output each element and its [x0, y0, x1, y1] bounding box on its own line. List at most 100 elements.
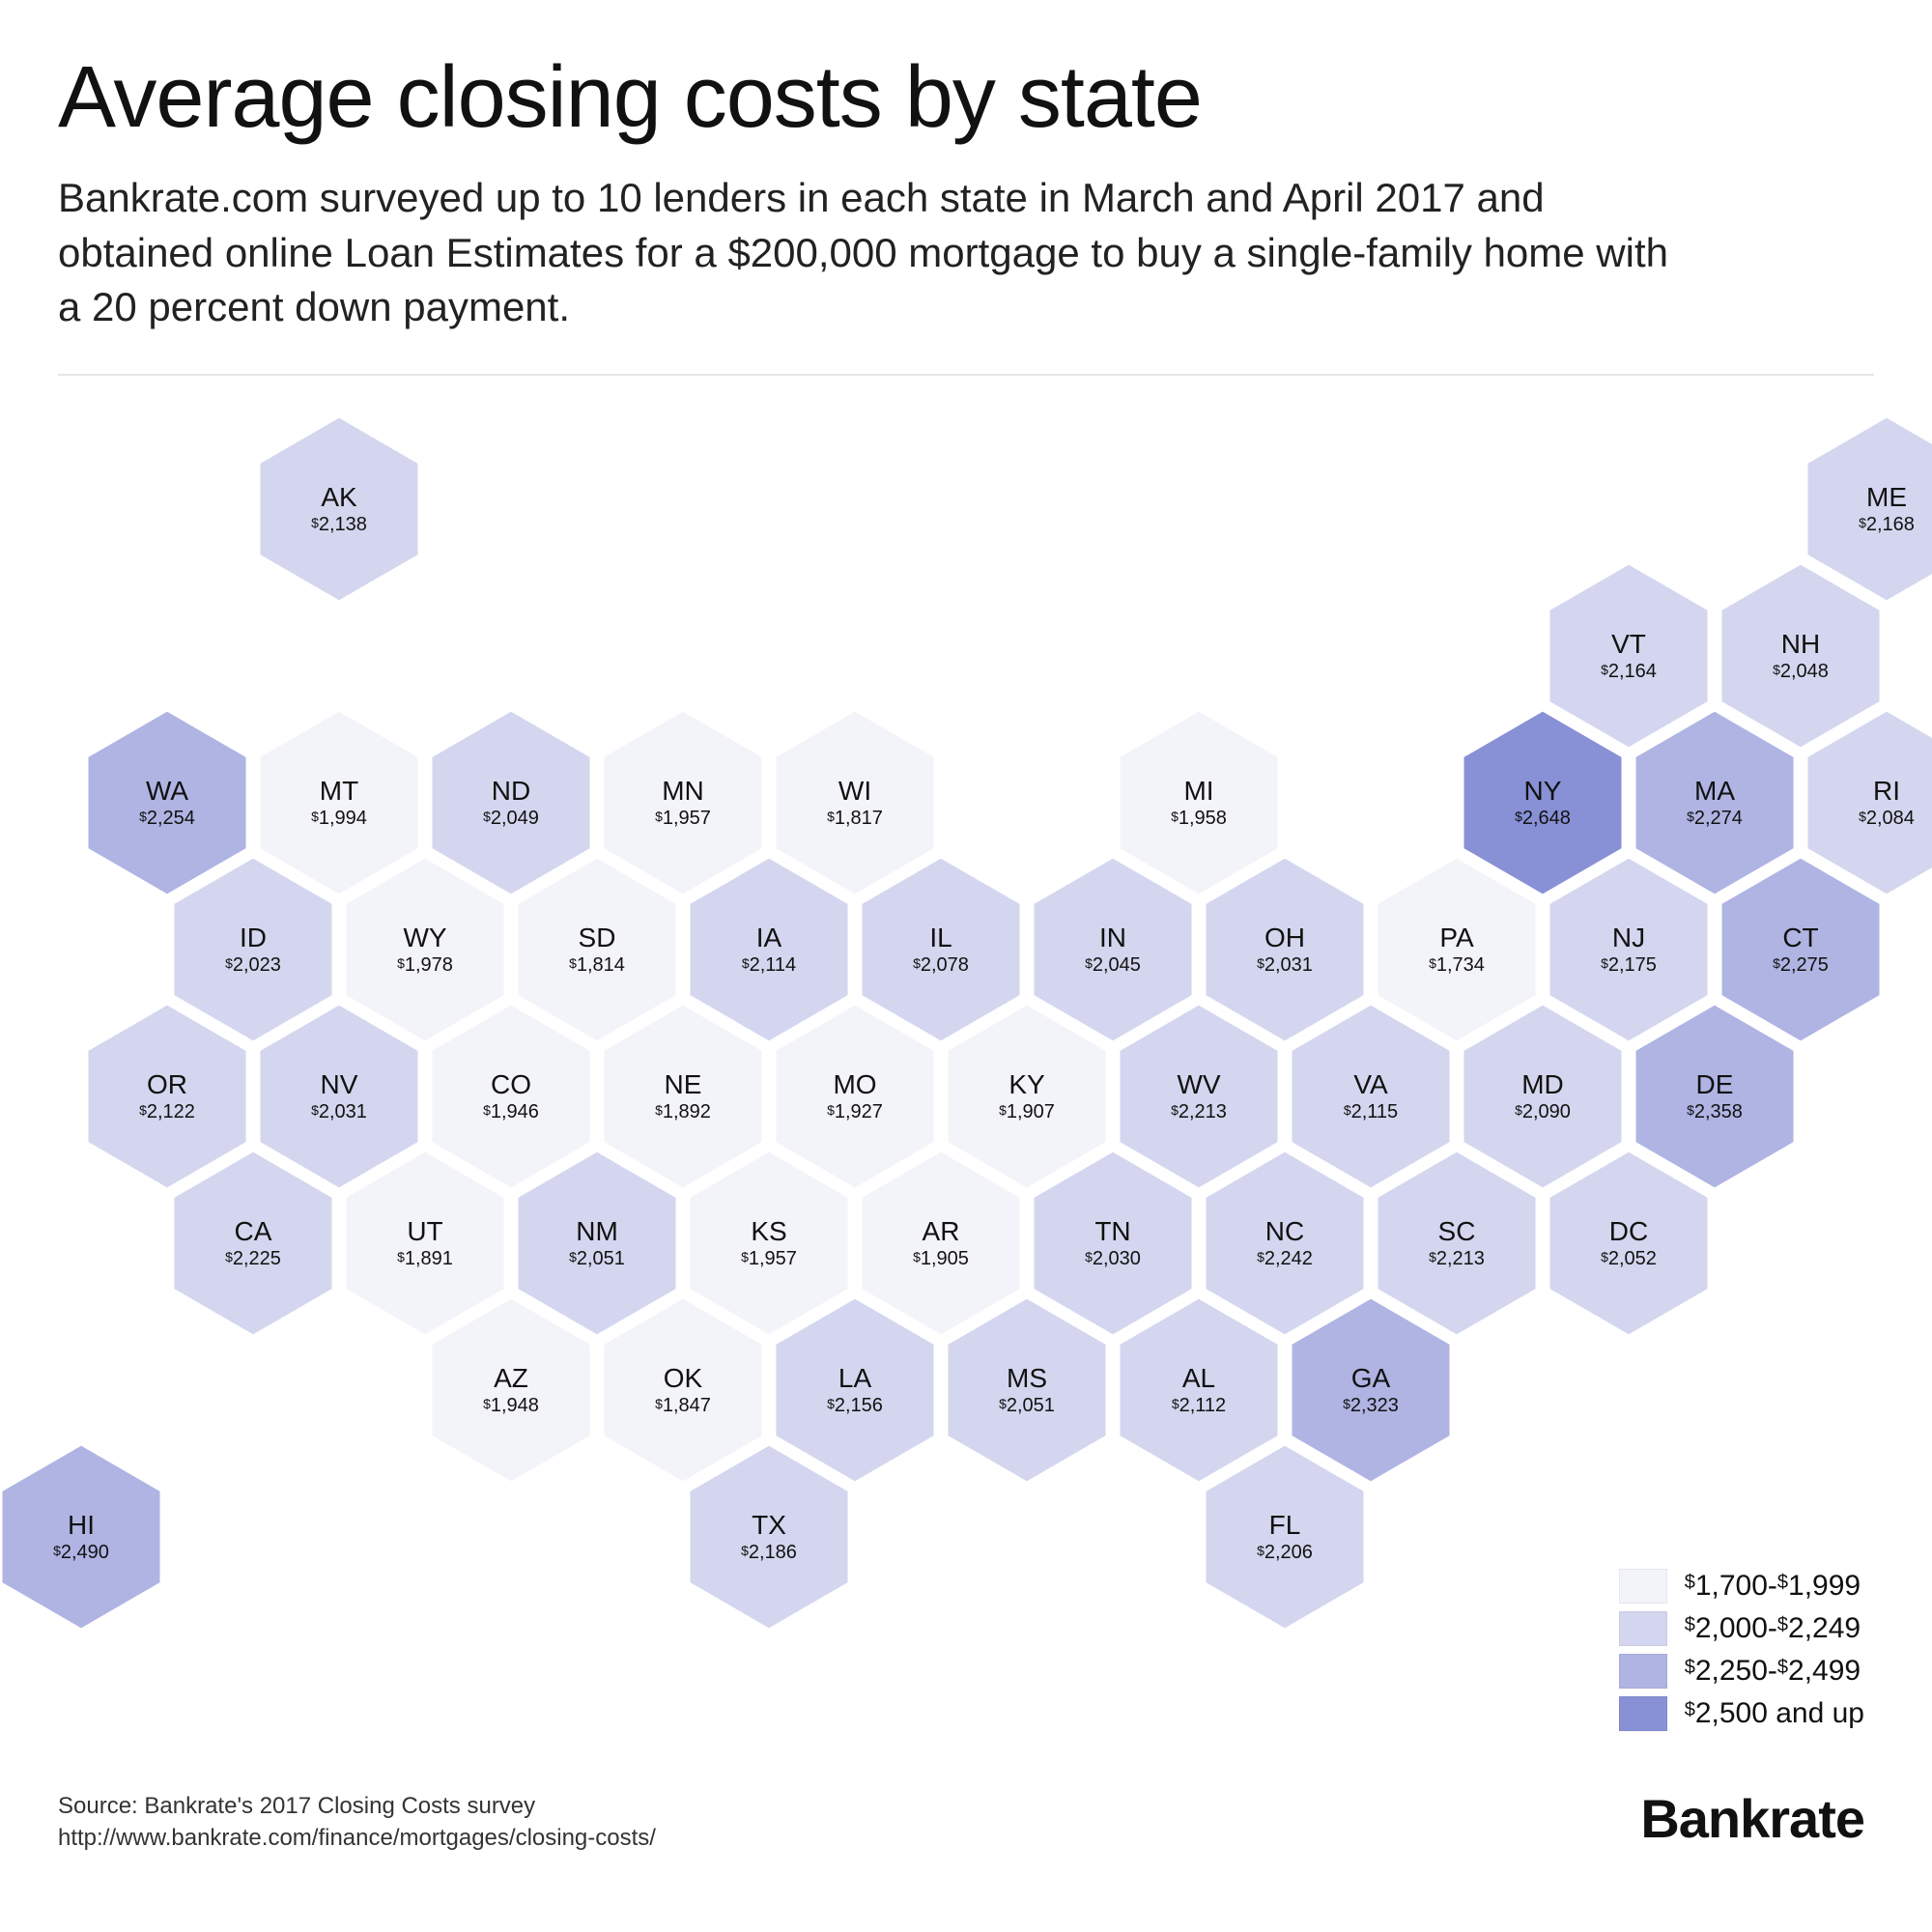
- state-value: $1,957: [655, 809, 711, 828]
- legend-row: $2,500 and up: [1619, 1696, 1864, 1731]
- state-abbr: NY: [1524, 778, 1562, 805]
- state-value: $2,090: [1515, 1102, 1571, 1122]
- hex-map: AK$2,138ME$2,168VT$2,164NH$2,048WA$2,254…: [58, 405, 1874, 1661]
- source-footer: Source: Bankrate's 2017 Closing Costs su…: [58, 1790, 656, 1855]
- state-abbr: MS: [1007, 1365, 1047, 1392]
- state-abbr: IA: [756, 924, 781, 952]
- legend-row: $2,000-$2,249: [1619, 1611, 1864, 1646]
- state-value: $2,078: [913, 955, 969, 975]
- legend-swatch: [1619, 1611, 1667, 1646]
- state-abbr: RI: [1873, 778, 1900, 805]
- state-abbr: CO: [491, 1071, 531, 1098]
- state-value: $2,358: [1687, 1102, 1743, 1122]
- state-value: $2,114: [742, 955, 796, 975]
- state-abbr: TX: [752, 1512, 786, 1539]
- state-abbr: CA: [235, 1218, 272, 1245]
- state-abbr: DE: [1696, 1071, 1734, 1098]
- source-line-1: Source: Bankrate's 2017 Closing Costs su…: [58, 1790, 656, 1823]
- state-value: $2,023: [225, 955, 281, 975]
- state-abbr: NE: [665, 1071, 702, 1098]
- legend-swatch: [1619, 1654, 1667, 1689]
- state-value: $1,892: [655, 1102, 711, 1122]
- state-value: $2,122: [139, 1102, 195, 1122]
- brand-logo: Bankrate: [1640, 1787, 1864, 1850]
- state-abbr: LA: [838, 1365, 871, 1392]
- state-abbr: VT: [1611, 631, 1646, 658]
- state-value: $2,051: [999, 1396, 1055, 1415]
- state-abbr: NC: [1265, 1218, 1304, 1245]
- state-hex-fl: FL$2,206: [1203, 1442, 1367, 1632]
- state-abbr: OK: [664, 1365, 702, 1392]
- state-value: $2,213: [1429, 1249, 1485, 1268]
- state-hex-dc: DC $2,052: [1547, 1149, 1711, 1338]
- state-value: $2,225: [225, 1249, 281, 1268]
- state-abbr: WV: [1177, 1071, 1220, 1098]
- state-value: $2,206: [1257, 1543, 1313, 1562]
- legend-label: $2,250-$2,499: [1685, 1655, 1861, 1688]
- state-value: $1,891: [397, 1249, 453, 1268]
- state-value: $2,052: [1601, 1249, 1657, 1268]
- state-value: $1,817: [827, 809, 883, 828]
- state-value: $2,254: [139, 809, 195, 828]
- state-value: $1,957: [741, 1249, 797, 1268]
- state-abbr: KY: [1009, 1071, 1044, 1098]
- state-value: $2,175: [1601, 955, 1657, 975]
- state-value: $2,031: [311, 1102, 367, 1122]
- state-value: $1,927: [827, 1102, 883, 1122]
- state-value: $1,907: [999, 1102, 1055, 1122]
- state-abbr: ND: [492, 778, 530, 805]
- state-abbr: DC: [1609, 1218, 1648, 1245]
- state-value: $1,958: [1171, 809, 1227, 828]
- subtitle: Bankrate.com surveyed up to 10 lenders i…: [58, 171, 1700, 335]
- state-abbr: MT: [320, 778, 358, 805]
- state-abbr: AL: [1182, 1365, 1215, 1392]
- state-abbr: SD: [579, 924, 616, 952]
- state-value: $1,734: [1429, 955, 1485, 975]
- state-value: $2,031: [1257, 955, 1313, 975]
- state-hex-hi: HI$2,490: [0, 1442, 163, 1632]
- state-abbr: MI: [1183, 778, 1213, 805]
- state-hex-tx: TX $2,186: [687, 1442, 851, 1632]
- state-abbr: ID: [240, 924, 267, 952]
- state-value: $2,051: [569, 1249, 625, 1268]
- state-value: $2,186: [741, 1543, 797, 1562]
- state-value: $2,242: [1257, 1249, 1313, 1268]
- state-abbr: VA: [1353, 1071, 1387, 1098]
- state-abbr: SC: [1438, 1218, 1476, 1245]
- state-abbr: NH: [1781, 631, 1820, 658]
- legend-label: $2,500 and up: [1685, 1697, 1864, 1730]
- state-abbr: KS: [751, 1218, 786, 1245]
- state-abbr: WA: [146, 778, 188, 805]
- state-value: $1,994: [311, 809, 367, 828]
- state-abbr: WI: [838, 778, 871, 805]
- state-abbr: OH: [1264, 924, 1305, 952]
- state-abbr: PA: [1439, 924, 1473, 952]
- state-value: $1,847: [655, 1396, 711, 1415]
- state-abbr: NM: [576, 1218, 618, 1245]
- state-abbr: WY: [403, 924, 446, 952]
- divider: [58, 374, 1874, 376]
- state-value: $2,164: [1601, 662, 1657, 681]
- legend-label: $2,000-$2,249: [1685, 1612, 1861, 1645]
- state-value: $2,115: [1344, 1102, 1398, 1122]
- state-abbr: NV: [321, 1071, 358, 1098]
- state-value: $1,946: [483, 1102, 539, 1122]
- state-abbr: AZ: [494, 1365, 528, 1392]
- state-value: $1,948: [483, 1396, 539, 1415]
- state-value: $2,030: [1085, 1249, 1141, 1268]
- state-hex-ms: MS $2,051: [945, 1295, 1109, 1485]
- state-abbr: GA: [1351, 1365, 1390, 1392]
- state-value: $2,156: [827, 1396, 883, 1415]
- state-abbr: MA: [1694, 778, 1735, 805]
- legend: $1,700-$1,999 $2,000-$2,249 $2,250-$2,499 $…: [1619, 1569, 1864, 1739]
- state-value: $2,213: [1171, 1102, 1227, 1122]
- state-value: $2,084: [1859, 809, 1915, 828]
- state-abbr: MO: [833, 1071, 876, 1098]
- state-hex-ak: AK$2,138: [257, 414, 421, 604]
- state-abbr: AK: [321, 484, 356, 511]
- state-hex-ca: CA $2,225: [171, 1149, 335, 1338]
- state-hex-az: AZ $1,948: [429, 1295, 593, 1485]
- state-abbr: IL: [929, 924, 952, 952]
- legend-row: $1,700-$1,999: [1619, 1569, 1864, 1604]
- state-abbr: UT: [407, 1218, 442, 1245]
